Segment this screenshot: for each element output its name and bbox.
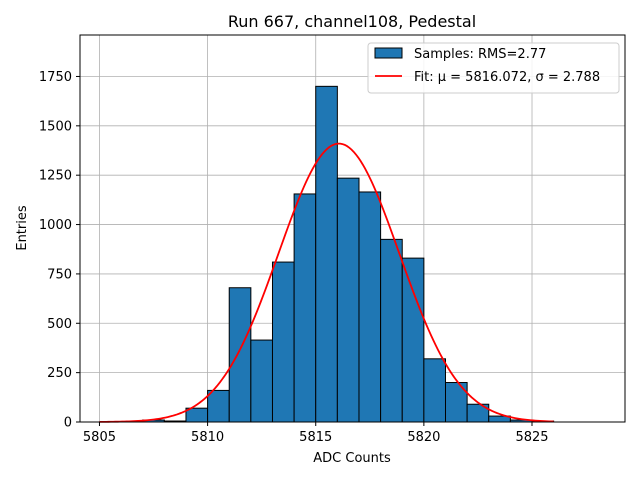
y-tick-label: 1750 [39, 70, 72, 85]
histogram-bar [380, 238, 403, 423]
histogram-bar [336, 177, 360, 423]
x-tick-label: 5810 [191, 430, 224, 445]
y-tick-label: 1000 [39, 218, 72, 233]
y-axis-label: Entries [15, 205, 30, 251]
histogram-bars [142, 85, 555, 423]
histogram-bar [271, 261, 295, 423]
x-tick-label: 5815 [299, 430, 332, 445]
histogram-bar [228, 287, 252, 423]
fit-curve [99, 142, 554, 423]
plot-area-frame [79, 34, 626, 423]
y-tick-label: 1250 [39, 169, 72, 184]
y-axis-ticks: 0 250 500 750 1000 1250 1500 1750 [39, 70, 80, 431]
legend-fit-label: Fit: μ = 5816.072, σ = 2.788 [414, 70, 600, 85]
histogram-bar [250, 339, 273, 423]
histogram-bar [423, 358, 446, 423]
y-tick-label: 500 [47, 317, 72, 332]
chart-title: Run 667, channel108, Pedestal [228, 12, 476, 31]
legend-histogram-label: Samples: RMS=2.77 [414, 47, 546, 62]
histogram-bar [185, 407, 209, 423]
histogram-bar [315, 85, 338, 423]
legend-box [367, 42, 620, 94]
y-tick-label: 250 [47, 366, 72, 381]
y-tick-label: 0 [64, 416, 72, 431]
y-tick-label: 750 [47, 267, 72, 282]
x-axis-label: ADC Counts [313, 451, 391, 466]
x-tick-label: 5825 [515, 430, 548, 445]
x-tick-label: 5820 [407, 430, 440, 445]
histogram-bar [293, 193, 317, 423]
x-tick-label: 5805 [83, 430, 116, 445]
histogram-bar [358, 191, 382, 423]
legend-histogram-patch [374, 47, 403, 59]
histogram-bar [207, 389, 230, 423]
histogram-bar [401, 257, 425, 423]
fit-curve-group [99, 142, 554, 423]
legend: Samples: RMS=2.77 Fit: μ = 5816.072, σ =… [367, 42, 620, 94]
y-tick-label: 1500 [39, 119, 72, 134]
x-axis-ticks: 5805 5810 5815 5820 5825 [83, 422, 549, 445]
